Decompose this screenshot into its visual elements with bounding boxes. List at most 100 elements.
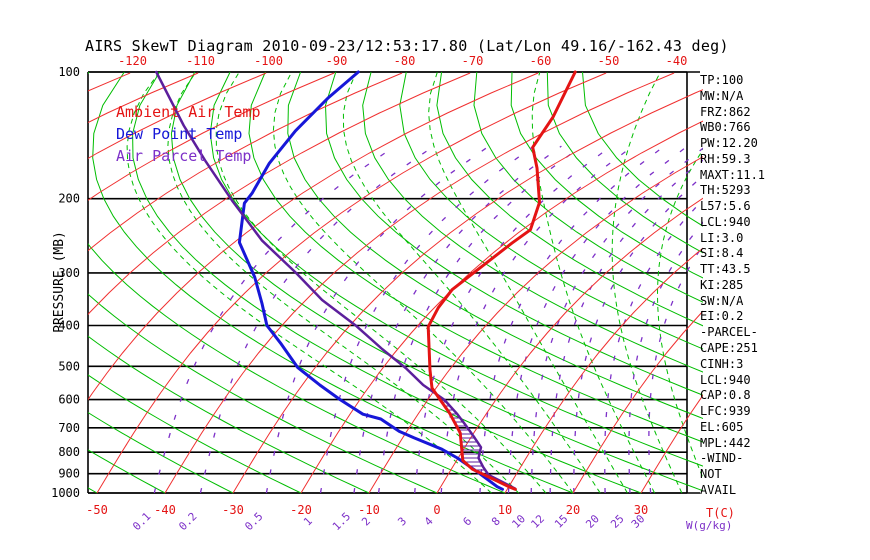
dry-adiabat-10	[88, 71, 506, 494]
isotherm--60	[88, 72, 539, 401]
mixing-ratio-tick-1.5: 1.5	[330, 510, 353, 533]
moist-adiabat-28	[428, 71, 628, 494]
pressure-tick-500: 500	[58, 359, 80, 373]
stats-line-20: CAP:0.8	[700, 388, 751, 403]
dry-adiabat-140	[546, 71, 703, 254]
dry-adiabat--30	[88, 411, 234, 494]
legend-item-1: Dew Point Temp	[116, 125, 243, 143]
stats-line-17: CAPE:251	[700, 341, 758, 356]
dry-adiabat-30	[132, 71, 642, 494]
pressure-tick-100: 100	[58, 65, 80, 79]
ambient-curve	[426, 70, 577, 491]
bottom-axis-tick-0: 0	[433, 503, 440, 517]
bottom-axis-tick-10: 10	[498, 503, 512, 517]
isotherm-30	[640, 394, 703, 494]
dry-adiabat-60	[248, 71, 703, 443]
top-axis-tick--80: -80	[394, 54, 416, 68]
mixing-ratio-tick-3: 3	[395, 515, 409, 529]
stats-line-3: WB0:766	[700, 120, 751, 135]
dry-adiabat--10	[88, 335, 370, 494]
pressure-tick-700: 700	[58, 421, 80, 435]
isotherm-20	[572, 310, 703, 494]
bottom-axis-tick--30: -30	[222, 503, 244, 517]
top-axis-tick--100: -100	[254, 54, 283, 68]
stats-line-7: TH:5293	[700, 183, 751, 198]
stats-line-6: MAXT:11.1	[700, 167, 766, 182]
chart-title: AIRS SkewT Diagram 2010-09-23/12:53:17.8…	[85, 37, 729, 55]
isotherm--80	[88, 72, 403, 252]
mixing-ratio-tick-12: 12	[528, 512, 547, 531]
mixing-ratio-tick-20: 20	[583, 512, 602, 531]
top-axis-tick--40: -40	[666, 54, 688, 68]
legend-item-2: Air Parcel Temp	[116, 147, 252, 165]
stats-line-2: FRZ:862	[700, 104, 751, 119]
bottom-axis-tick-20: 20	[566, 503, 580, 517]
moist-adiabat-16	[215, 71, 547, 494]
top-axis-tick--50: -50	[598, 54, 620, 68]
top-axis-tick--110: -110	[186, 54, 215, 68]
isotherm--100	[88, 72, 267, 159]
dry-adiabat-120	[473, 71, 703, 303]
chart-legend: Ambient Air Temp Dew Point Temp Air Parcel…	[116, 103, 261, 169]
stats-line-13: KI:285	[700, 277, 744, 292]
bottom-axis-tick--20: -20	[290, 503, 312, 517]
mixing-ratio-tick-6: 6	[460, 515, 474, 529]
legend-item-0: Ambient Air Temp	[116, 103, 261, 121]
stats-line-18: CINH:3	[700, 356, 744, 371]
pressure-tick-200: 200	[58, 192, 80, 206]
stats-line-25: NOT	[700, 467, 722, 482]
mixing-ratio-tick-0.5: 0.5	[242, 510, 265, 533]
mixing-ratio-unit-label: W(g/kg)	[686, 519, 732, 532]
background-grid	[88, 71, 703, 494]
pressure-tick-600: 600	[58, 393, 80, 407]
stats-line-1: MW:N/A	[700, 88, 744, 103]
stats-line-12: TT:43.5	[700, 262, 751, 277]
stats-line-21: LFC:939	[700, 404, 751, 419]
top-axis-tick--60: -60	[530, 54, 552, 68]
pressure-tick-800: 800	[58, 445, 80, 459]
dry-adiabat-100	[399, 71, 703, 350]
parcel-curve	[155, 70, 517, 490]
stats-line-24: -WIND-	[700, 451, 744, 466]
dry-adiabat-70	[287, 71, 703, 420]
pressure-tick-300: 300	[58, 266, 80, 280]
dry-adiabat-130	[510, 71, 703, 279]
isotherm--70	[88, 72, 471, 316]
stats-line-0: TP:100	[700, 73, 744, 87]
bottom-axis-tick-30: 30	[634, 503, 648, 517]
dewpoint-curve	[237, 70, 504, 491]
stats-line-15: EI:0.2	[700, 309, 744, 324]
stats-line-11: SI:8.4	[700, 246, 744, 261]
dry-adiabat--40	[88, 449, 166, 494]
dry-adiabat-80	[324, 71, 703, 396]
stats-line-10: LI:3.0	[700, 230, 744, 245]
moist-adiabat-40	[656, 148, 703, 480]
dry-adiabat--20	[88, 374, 302, 494]
dry-adiabat-40	[170, 71, 703, 492]
mixing-ratio-tick-0.1: 0.1	[130, 510, 153, 533]
stats-line-5: RH:59.3	[700, 151, 751, 166]
dry-adiabat-20	[92, 71, 574, 494]
stats-line-14: SW:N/A	[700, 293, 744, 308]
pressure-axis-label: PRESSURE (MB)	[52, 231, 67, 333]
isotherm--30	[232, 89, 703, 494]
moist-adiabat-32	[531, 71, 656, 494]
dry-adiabat--50	[88, 487, 98, 494]
moist-adiabat-36	[611, 71, 683, 494]
stats-line-23: MPL:442	[700, 435, 751, 450]
mixing-ratio-line-25	[628, 221, 703, 494]
stats-line-16: -PARCEL-	[700, 325, 758, 340]
bottom-axis-tick--40: -40	[154, 503, 176, 517]
pressure-tick-900: 900	[58, 467, 80, 481]
isotherm--40	[164, 72, 675, 494]
isotherm-0	[436, 197, 703, 494]
temp-axis-unit-label: T(C)	[706, 506, 735, 520]
mixing-ratio-tick-25: 25	[608, 512, 627, 531]
stats-line-22: EL:605	[700, 419, 744, 434]
top-axis-tick--70: -70	[462, 54, 484, 68]
mixing-ratio-line-0.2	[199, 145, 435, 494]
stats-line-4: PW:12.20	[700, 136, 758, 151]
pressure-tick-400: 400	[58, 318, 80, 332]
